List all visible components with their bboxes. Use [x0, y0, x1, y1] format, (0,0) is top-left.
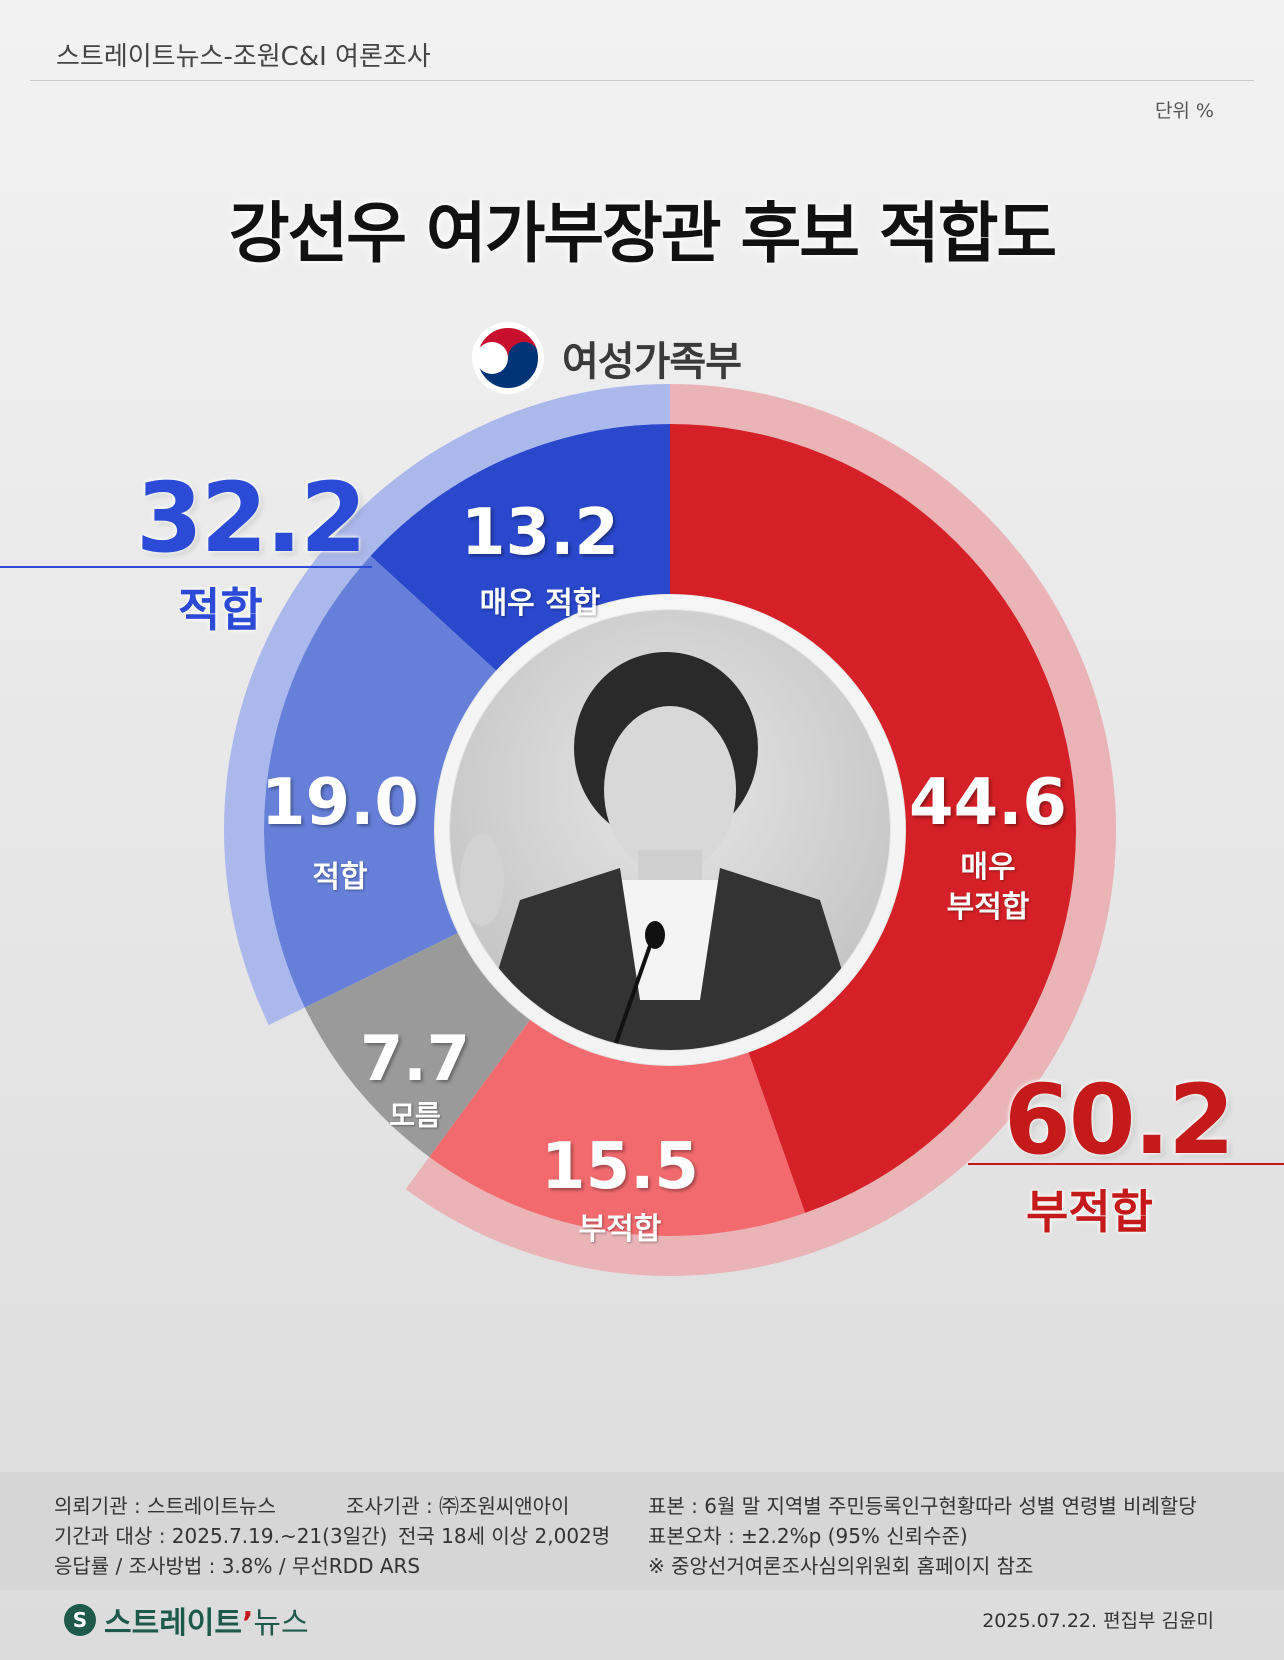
survey-info-box — [0, 1472, 1284, 1590]
slice-label-unfit: 부적합 — [578, 1212, 662, 1247]
slice-very-fit — [370, 424, 670, 671]
slice-value-very-fit: 13.2 — [461, 496, 619, 570]
slice-label-very-unfit: 매우 부적합 — [946, 850, 1030, 925]
unfit-total-line — [968, 1163, 1284, 1165]
slice-unfit — [429, 1020, 806, 1236]
credit-line: 2025.07.22. 편집부 김윤미 — [982, 1610, 1214, 1632]
fit-total-label: 적합 — [178, 583, 263, 637]
ministry-name: 여성가족부 — [562, 339, 742, 385]
method-info: 응답률 / 조사방법 : 3.8% / 무선RDD ARS — [54, 1554, 421, 1578]
unit-label: 단위 % — [1154, 100, 1214, 122]
slice-very-unfit — [670, 424, 1076, 1213]
fit-total-line — [0, 566, 372, 568]
brand-name-tick: ’ — [242, 1606, 254, 1641]
brand-name-sub: 뉴스 — [253, 1606, 309, 1641]
slice-value-unfit: 15.5 — [541, 1130, 699, 1204]
svg-text:S: S — [73, 1608, 87, 1632]
brand-name: 스트레이트’뉴스 — [104, 1598, 309, 1642]
taegeuk-emblem-icon — [472, 322, 544, 394]
slice-unknown — [304, 933, 531, 1157]
sample-info: 표본 : 6월 말 지역별 주민등록인구현황따라 성별 연령별 비례할당 — [648, 1494, 1197, 1518]
slice-value-very-unfit: 44.6 — [909, 766, 1067, 840]
slice-value-unknown: 7.7 — [360, 1022, 470, 1095]
slice-label-very-fit: 매우 적합 — [479, 586, 601, 621]
brand-logo: S 스트레이트’뉴스 — [62, 1598, 309, 1642]
fit-total-value: 32.2 — [136, 462, 367, 574]
target-info: 전국 18세 이상 2,002명 — [398, 1524, 611, 1548]
slice-label-fit: 적합 — [312, 860, 368, 895]
straight-news-logo-icon: S — [64, 1604, 96, 1636]
requester-info: 의뢰기관 : 스트레이트뉴스 — [54, 1494, 276, 1518]
slices-layer — [263, 424, 1076, 1236]
unfit-total-label: 부적합 — [1026, 1185, 1153, 1239]
header-divider — [30, 80, 1254, 81]
brand-name-main: 스트레이트 — [104, 1606, 242, 1641]
error-info: 표본오차 : ±2.2%p (95% 신뢰수준) — [648, 1524, 968, 1548]
unfit-total-value: 60.2 — [1004, 1064, 1235, 1176]
survey-header: 스트레이트뉴스-조원C&I 여론조사 — [56, 42, 431, 72]
slice-value-fit: 19.0 — [261, 766, 419, 840]
agency-info: 조사기관 : ㈜조원씨앤아이 — [346, 1494, 570, 1518]
slice-fit — [263, 555, 496, 1008]
ministry-logo: 여성가족부 — [468, 318, 742, 398]
nominee-photo — [450, 610, 890, 1050]
group-ring-fit — [223, 384, 670, 1025]
note-info: ※ 중앙선거여론조사심의위원회 홈페이지 참조 — [648, 1554, 1034, 1578]
period-info: 기간과 대상 : 2025.7.19.~21(3일간) — [54, 1524, 388, 1548]
group-ring — [223, 384, 1116, 1276]
slice-label-unknown: 모름 — [389, 1099, 441, 1132]
inner-ring — [435, 595, 905, 1065]
chart-title: 강선우 여가부장관 후보 적합도 — [228, 195, 1057, 272]
